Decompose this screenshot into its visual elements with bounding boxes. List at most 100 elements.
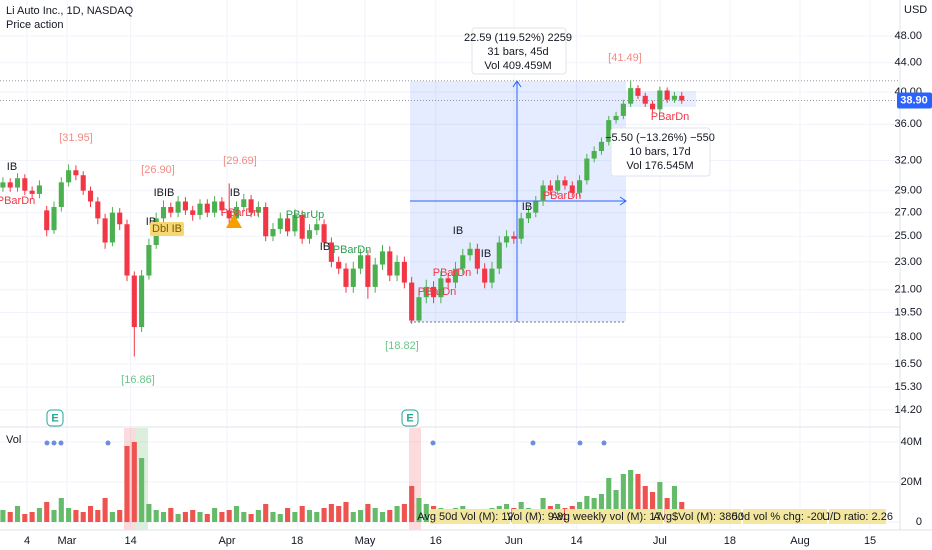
- stat-text: Vol (M): 9.82: [507, 511, 569, 523]
- signal-dot: [430, 440, 436, 446]
- y-tick-label: 16.50: [894, 358, 922, 370]
- annotation: [41.49]: [608, 52, 642, 64]
- volume-bar: [343, 502, 349, 522]
- marks: 14.20 15.30 16.50 18.00 19.50 21.00 23.00 25.00…: [0, 27, 932, 547]
- annotation: PBarDn: [418, 286, 457, 298]
- x-tick-label: 14: [571, 535, 583, 547]
- candle-body: [671, 95, 678, 100]
- annotation: [29.69]: [223, 155, 257, 167]
- volume-bar: [160, 512, 167, 522]
- candle-body: [160, 207, 167, 219]
- stat-box: [665, 509, 741, 524]
- volume-bar: [226, 510, 232, 522]
- x-tick-label: 16: [430, 535, 442, 547]
- volume-bar: [102, 498, 108, 522]
- annotation: PBarDn: [651, 111, 690, 123]
- measure-text: Vol 176.545M: [626, 160, 693, 172]
- candle-body: [555, 180, 561, 191]
- y-tick-label: 44.00: [894, 57, 922, 69]
- annotation: [18.82]: [385, 340, 419, 352]
- candle-body: [591, 151, 597, 159]
- candle-body: [533, 201, 539, 213]
- candle-body: [657, 90, 663, 110]
- stat-text: Avg$Vol (M): 380.99: [653, 511, 752, 523]
- volume-bar: [657, 482, 663, 522]
- candle-body: [650, 103, 656, 110]
- candle-body: [679, 95, 685, 101]
- candle-body: [511, 236, 517, 239]
- x-tick-label: 18: [724, 535, 736, 547]
- annotation: PBarDn: [221, 207, 260, 219]
- candle-body: [482, 268, 488, 283]
- candle-body: [387, 251, 393, 276]
- signal-dot: [105, 440, 111, 446]
- annotation: IB: [522, 201, 532, 213]
- measure-text: 10 bars, 17d: [629, 146, 690, 158]
- volume-bar: [606, 478, 612, 522]
- measure-box: [610, 127, 711, 177]
- signal-dot: [577, 440, 583, 446]
- volume-bar: [131, 442, 137, 522]
- candle-body: [642, 95, 648, 104]
- signal-dot: [530, 440, 536, 446]
- annotation-bg: [150, 222, 184, 236]
- stat-box: [743, 509, 827, 524]
- stat-text: 50d vol % chg: -20.78: [732, 511, 838, 523]
- volume-bar: [285, 508, 291, 522]
- candle-body: [504, 236, 510, 243]
- signal-dot: [51, 440, 57, 446]
- candle-body: [518, 218, 524, 239]
- volume-bar: [314, 512, 320, 522]
- candle-body: [139, 275, 145, 328]
- candle-body: [277, 218, 283, 229]
- candle-body: [255, 207, 261, 213]
- volume-bar: [51, 510, 57, 522]
- candle-body: [598, 141, 605, 152]
- annotation: IB: [7, 161, 17, 173]
- measure-text: 22.59 (119.52%) 2259: [464, 32, 572, 44]
- candle-body: [204, 203, 210, 213]
- volume-bar: [7, 512, 13, 522]
- candle-body: [569, 185, 575, 193]
- candle-body: [409, 282, 415, 321]
- volume-bar: [233, 506, 240, 522]
- candle-body: [372, 264, 378, 287]
- x-tick-label: Jul: [653, 535, 667, 547]
- candle-body: [73, 170, 79, 176]
- volume-bar: [350, 512, 356, 522]
- candle-body: [44, 210, 50, 231]
- measure-text: 31 bars, 45d: [487, 46, 548, 58]
- y-tick-label: 36.00: [894, 118, 922, 130]
- volume-bar: [212, 508, 218, 522]
- volume-bar: [365, 504, 371, 522]
- annotation: PBarDn: [0, 195, 35, 207]
- stat-box: [565, 509, 663, 524]
- candle-body: [58, 182, 64, 208]
- volume-title: Vol: [6, 434, 21, 446]
- x-tick-label: Apr: [218, 535, 235, 547]
- y-tick-label: 25.00: [894, 230, 922, 242]
- candle-body: [80, 175, 86, 191]
- annotation: PBarDn: [333, 244, 372, 256]
- volume-bar: [14, 506, 21, 522]
- volume-bar: [409, 486, 415, 522]
- candle-body: [0, 182, 6, 188]
- volume-bar: [241, 512, 247, 522]
- annotation: [26.90]: [141, 164, 175, 176]
- measure-arrowhead-h: [619, 196, 627, 206]
- candle-body: [7, 182, 13, 188]
- y-tick-label: 15.30: [894, 381, 922, 393]
- candle-body: [365, 255, 371, 287]
- volume-bar: [219, 512, 225, 522]
- candle-body: [190, 210, 196, 215]
- volume-bar: [628, 470, 634, 522]
- annotation: [16.86]: [121, 374, 155, 386]
- y-tick-label: 32.00: [894, 154, 922, 166]
- candle-body: [328, 242, 334, 262]
- candle-body: [66, 170, 72, 183]
- event-marker: [46, 409, 64, 427]
- stat-box: [430, 509, 510, 524]
- candle-body: [584, 158, 590, 181]
- volume-bar: [387, 510, 393, 522]
- volume-bar: [168, 508, 174, 522]
